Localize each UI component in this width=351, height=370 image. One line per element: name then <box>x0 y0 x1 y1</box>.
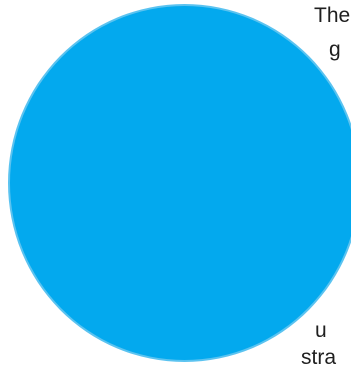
text-fragment-stra: stra <box>301 346 337 369</box>
text-fragment-u: u <box>315 319 327 342</box>
blue-circle-shape[interactable] <box>8 4 351 362</box>
text-fragment-g: g <box>329 38 341 61</box>
text-fragment-the: The <box>314 4 351 27</box>
